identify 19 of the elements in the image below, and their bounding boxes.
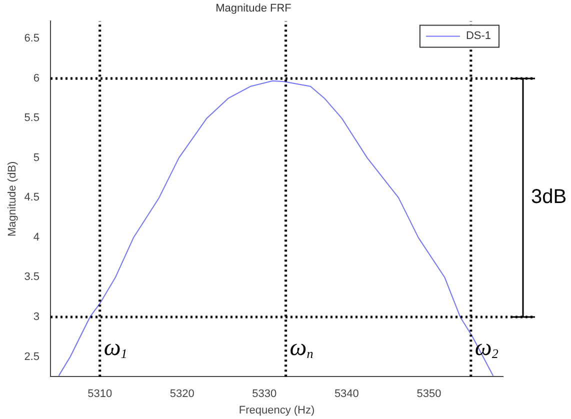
x-tick-label: 5330 <box>252 388 277 400</box>
y-tick-label: 6.5 <box>24 32 40 45</box>
x-tick-label: 5310 <box>88 388 112 400</box>
legend-label: DS-1 <box>466 30 491 42</box>
y-tick-label: 3.5 <box>24 271 40 284</box>
chart-title: Magnitude FRF <box>216 2 292 15</box>
x-tick-label: 5320 <box>170 388 194 400</box>
y-axis-title: Magnitude (dB) <box>6 161 19 237</box>
y-tick-label: 4 <box>33 231 40 244</box>
text: 3dB <box>531 186 567 208</box>
y-tick-label: 5 <box>33 152 40 164</box>
y-tick-label: 6 <box>33 72 40 84</box>
y-tick-label: 5.5 <box>24 112 40 124</box>
x-tick-label: 5350 <box>416 388 442 400</box>
x-tick-label: 5340 <box>334 388 359 400</box>
y-tick-label: 2.5 <box>24 350 40 363</box>
x-axis-title: Frequency (Hz) <box>238 404 315 416</box>
y-tick-label: 4.5 <box>24 192 40 204</box>
y-tick-label: 3 <box>33 311 40 323</box>
